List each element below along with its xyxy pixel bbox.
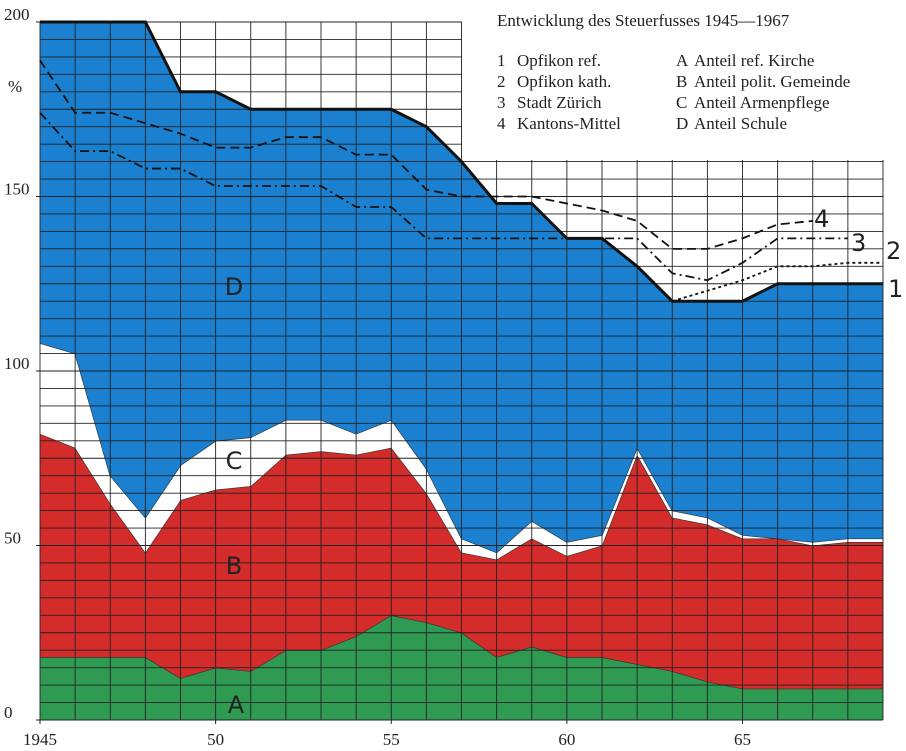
grid	[36, 21, 884, 724]
y-tick-label: 100	[4, 354, 30, 373]
y-tick-label: 0	[4, 703, 13, 722]
line-label: 2	[886, 237, 901, 265]
legend-number: 2	[497, 72, 506, 91]
area	[40, 343, 883, 560]
legend-label: Anteil Armenpflege	[694, 93, 830, 112]
x-tick-label: 55	[383, 730, 400, 749]
area-label: D	[225, 273, 243, 301]
line	[671, 261, 883, 303]
line	[39, 112, 848, 282]
line-label: 4	[814, 205, 829, 233]
y-tick-label: 50	[4, 528, 21, 547]
legend-label: Opfikon kath.	[517, 72, 611, 91]
line-label: 3	[851, 229, 866, 257]
x-tick-label: 50	[207, 730, 224, 749]
x-tick-label: 65	[734, 730, 751, 749]
legend-background	[462, 0, 906, 160]
chart-title: Entwicklung des Steuerfusses 1945—1967	[497, 11, 790, 30]
x-tick-label: 60	[558, 730, 575, 749]
legend-label: Opfikon ref.	[517, 51, 601, 70]
legend-label: Stadt Zürich	[517, 93, 602, 112]
line	[40, 20, 883, 303]
area-label: C	[226, 447, 243, 475]
legend-letter: B	[676, 72, 687, 91]
legend-label: Anteil polit. Gemeinde	[694, 72, 850, 91]
legend-letter: C	[676, 93, 687, 112]
area-label: A	[228, 691, 245, 719]
area-label: B	[226, 552, 242, 580]
x-tick-label: 1945	[23, 730, 57, 749]
legend-number: 4	[497, 114, 506, 133]
legend-label: Kantons-Mittel	[517, 114, 621, 133]
legend-letter: A	[676, 51, 689, 70]
legend-label: Anteil Schule	[694, 114, 787, 133]
legend-letter: D	[676, 114, 688, 133]
legend-number: 3	[497, 93, 506, 112]
line	[39, 59, 813, 250]
line-label: 1	[888, 275, 903, 303]
legend-label: Anteil ref. Kirche	[694, 51, 814, 70]
y-tick-label: 200	[4, 5, 30, 24]
y-axis-label: %	[8, 77, 22, 96]
y-tick-label: 150	[4, 179, 30, 198]
legend-number: 1	[497, 51, 506, 70]
lines	[39, 20, 883, 303]
